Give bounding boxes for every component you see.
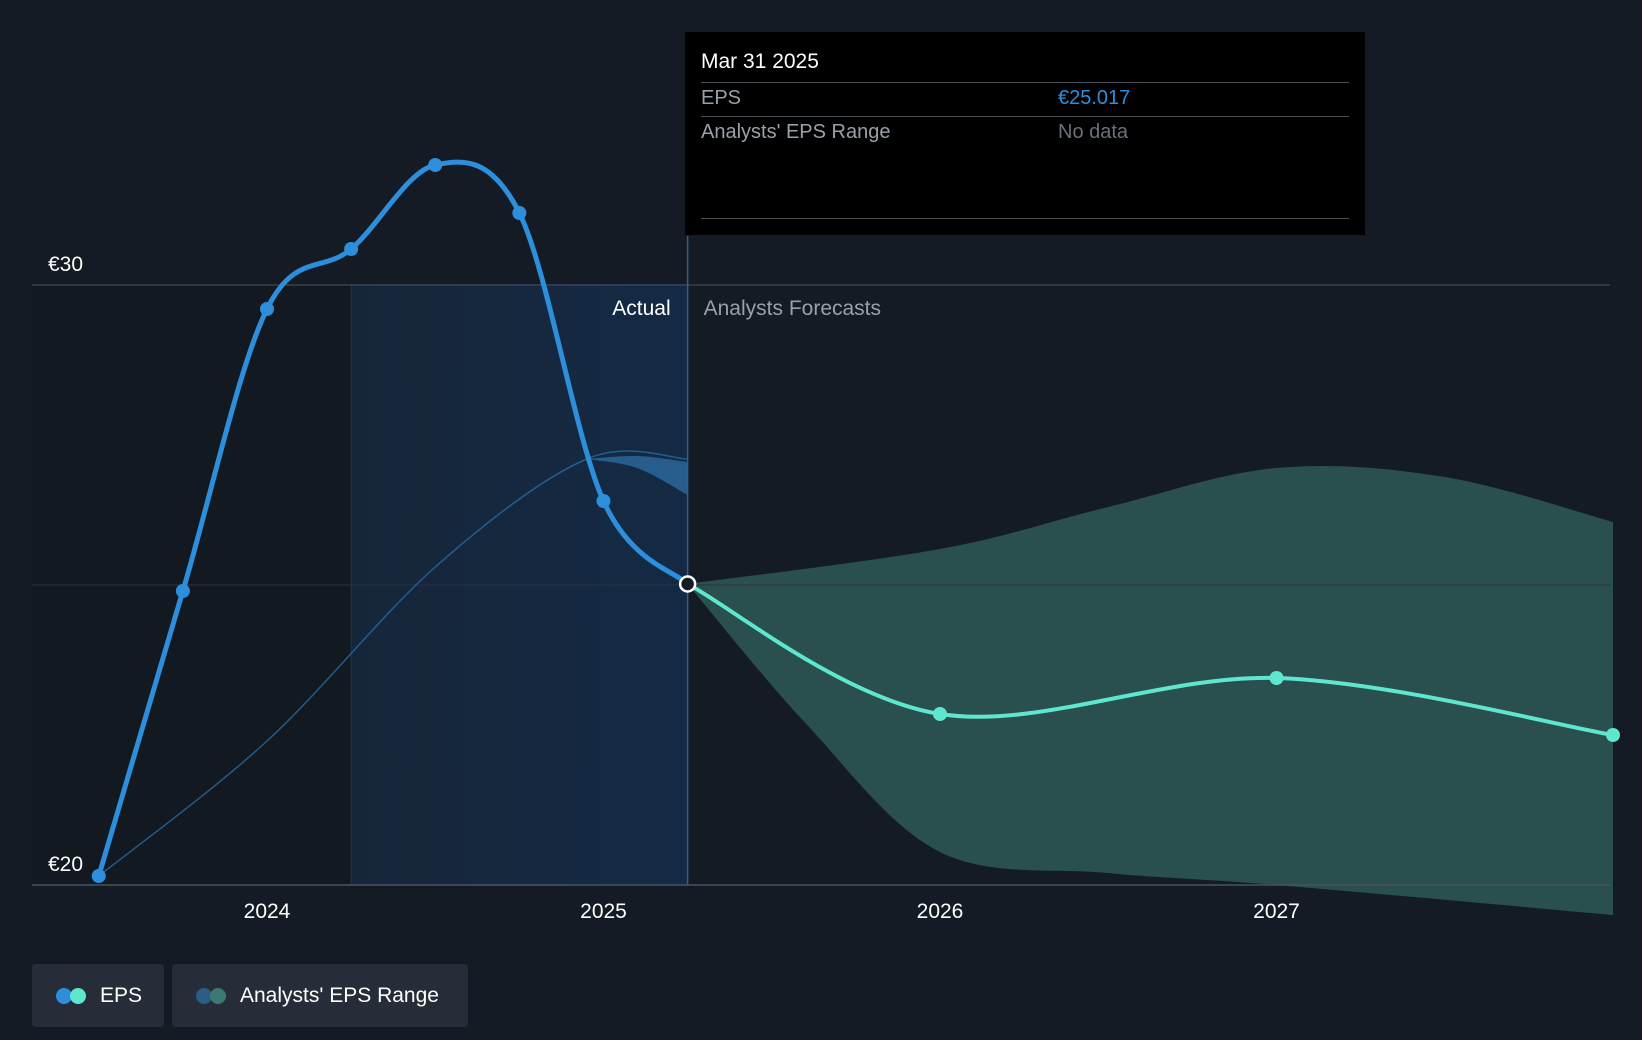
actual-region-label: Actual <box>612 297 670 320</box>
tooltip-eps-label: EPS <box>701 87 742 109</box>
forecast-region-label: Analysts Forecasts <box>704 297 881 320</box>
tooltip: Mar 31 2025 EPS €25.017 Analysts' EPS Ra… <box>685 32 1365 235</box>
legend-eps-button[interactable]: EPS <box>32 964 164 1027</box>
eps-forecast-line <box>685 581 1615 737</box>
tooltip-divider <box>701 218 1349 219</box>
legend-range-icon <box>196 987 226 1004</box>
tooltip-divider <box>701 82 1349 83</box>
eps-forecast-point <box>1269 671 1284 685</box>
tooltip-range-value: No data <box>1058 121 1129 143</box>
tooltip-range-label: Analysts' EPS Range <box>701 121 891 143</box>
x-tick-label: 2024 <box>244 900 291 923</box>
eps-point <box>512 206 527 220</box>
eps-point <box>428 158 443 172</box>
eps-point <box>596 494 611 508</box>
x-tick-label: 2027 <box>1253 900 1300 923</box>
eps-point <box>91 869 106 883</box>
y-tick-label: €30 <box>48 253 83 276</box>
legend-eps-icon <box>56 987 86 1004</box>
eps-point <box>260 302 274 316</box>
tooltip-date: Mar 31 2025 <box>701 50 819 73</box>
past-estimate-band <box>586 455 688 495</box>
x-tick-label: 2025 <box>580 900 627 923</box>
tooltip-divider <box>701 116 1349 117</box>
eps-point <box>344 242 359 256</box>
legend-eps-label: EPS <box>100 983 143 1007</box>
y-tick-label: €20 <box>48 853 83 876</box>
x-tick-label: 2026 <box>917 900 964 923</box>
eps-forecast-point <box>933 707 947 721</box>
past-estimate-line <box>98 450 688 877</box>
legend-range-label: Analysts' EPS Range <box>240 983 439 1007</box>
eps-forecast-point <box>1606 728 1620 742</box>
eps-selected-point <box>678 575 697 593</box>
eps-point <box>175 584 190 598</box>
tooltip-eps-value: €25.017 <box>1058 87 1131 109</box>
legend-range-button[interactable]: Analysts' EPS Range <box>172 964 468 1027</box>
